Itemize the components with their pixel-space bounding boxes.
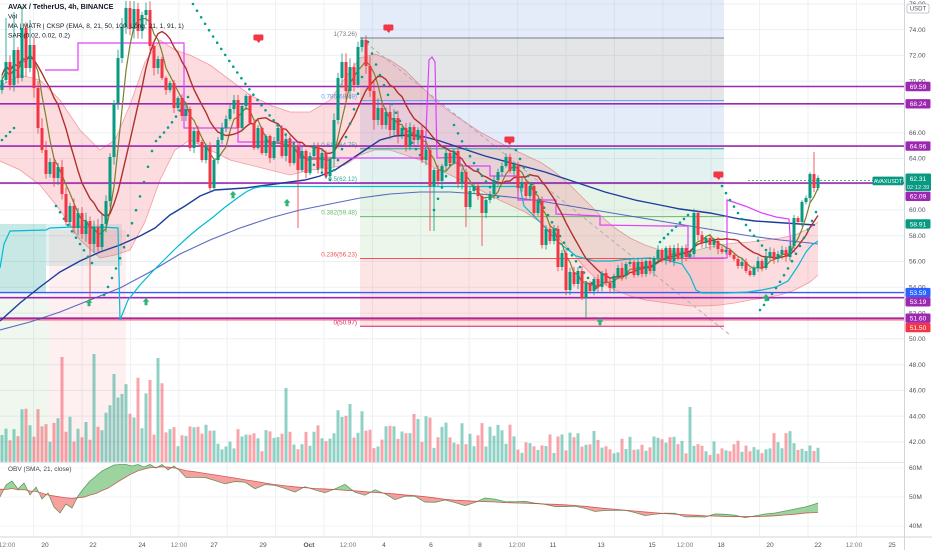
svg-text:13: 13	[597, 542, 605, 549]
svg-text:12:00: 12:00	[0, 542, 16, 549]
svg-text:12:00: 12:00	[509, 542, 526, 549]
svg-text:50M: 50M	[909, 494, 922, 501]
svg-text:68.24: 68.24	[910, 101, 927, 108]
svg-text:AVAXUSDT: AVAXUSDT	[874, 179, 903, 185]
svg-text:0(50.97): 0(50.97)	[334, 319, 357, 326]
svg-text:AVAX / TetherUS, 4h, BINANCE: AVAX / TetherUS, 4h, BINANCE	[8, 2, 114, 11]
svg-text:OBV (SMA, 21, close): OBV (SMA, 21, close)	[8, 466, 72, 473]
svg-text:46.00: 46.00	[909, 388, 926, 395]
svg-text:12:00: 12:00	[340, 542, 357, 549]
svg-text:50.00: 50.00	[909, 336, 926, 343]
svg-text:8: 8	[478, 542, 482, 549]
svg-text:24: 24	[138, 542, 146, 549]
svg-text:Vol: Vol	[8, 14, 18, 21]
svg-text:18: 18	[717, 542, 725, 549]
svg-text:USDT: USDT	[910, 7, 927, 13]
svg-text:22: 22	[814, 542, 822, 549]
svg-text:29: 29	[259, 542, 267, 549]
svg-text:53.19: 53.19	[910, 299, 927, 306]
svg-text:66.00: 66.00	[909, 130, 926, 137]
svg-text:25: 25	[888, 542, 896, 549]
svg-text:58.00: 58.00	[909, 233, 926, 240]
svg-text:22: 22	[89, 542, 97, 549]
svg-text:0.236(56.23): 0.236(56.23)	[321, 252, 357, 259]
svg-text:56.00: 56.00	[909, 259, 926, 266]
svg-text:60.00: 60.00	[909, 207, 926, 214]
svg-text:51.60: 51.60	[910, 316, 927, 323]
svg-text:53.59: 53.59	[910, 290, 927, 297]
svg-text:6: 6	[429, 542, 433, 549]
svg-text:69.59: 69.59	[910, 84, 927, 91]
svg-text:48.00: 48.00	[909, 362, 926, 369]
svg-text:20: 20	[41, 542, 49, 549]
svg-text:64.96: 64.96	[910, 144, 927, 151]
svg-text:15: 15	[648, 542, 656, 549]
svg-text:SAR (0.02, 0.02, 0.2): SAR (0.02, 0.02, 0.2)	[8, 33, 70, 40]
svg-text:40M: 40M	[909, 523, 922, 530]
svg-text:62.09: 62.09	[910, 194, 927, 201]
svg-text:51.50: 51.50	[910, 325, 927, 332]
svg-text:58.91: 58.91	[910, 221, 927, 228]
svg-text:62.31: 62.31	[910, 176, 927, 183]
svg-text:72.00: 72.00	[909, 53, 926, 60]
svg-text:1(73.26): 1(73.26)	[334, 31, 357, 38]
svg-text:11: 11	[550, 542, 557, 549]
svg-text:12:00: 12:00	[171, 542, 188, 549]
svg-text:42.00: 42.00	[909, 439, 926, 446]
svg-text:0.5(62.12): 0.5(62.12)	[328, 176, 357, 183]
svg-text:27: 27	[210, 542, 218, 549]
svg-text:Oct: Oct	[304, 542, 316, 549]
svg-text:0.382(59.48): 0.382(59.48)	[321, 210, 357, 217]
svg-text:64.00: 64.00	[909, 156, 926, 163]
svg-text:4: 4	[382, 542, 386, 549]
svg-text:44.00: 44.00	[909, 413, 926, 420]
svg-text:02:12:39: 02:12:39	[907, 185, 930, 191]
svg-text:60M: 60M	[909, 465, 922, 472]
svg-text:74.00: 74.00	[909, 27, 926, 34]
svg-text:12:00: 12:00	[846, 542, 863, 549]
svg-text:12:00: 12:00	[677, 542, 694, 549]
svg-text:MA | MATR | CKSP (EMA, 8, 21,: MA | MATR | CKSP (EMA, 8, 21, 50, 100, L…	[8, 23, 184, 30]
svg-text:20: 20	[766, 542, 774, 549]
